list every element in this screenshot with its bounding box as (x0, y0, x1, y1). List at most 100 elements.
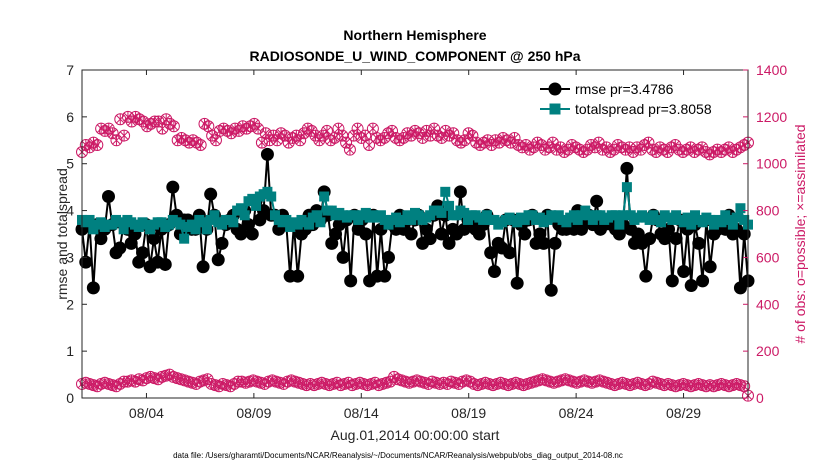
x-tick-label: 08/19 (451, 405, 486, 421)
rmse-point (590, 194, 604, 208)
obs-possible-point (343, 143, 356, 156)
totalspread-point (266, 191, 277, 202)
totalspread-point (440, 186, 451, 197)
y-tick-label: 5 (66, 156, 74, 172)
y-tick-label: 6 (66, 109, 74, 125)
rmse-point (215, 236, 229, 250)
x-tick-label: 08/29 (666, 405, 701, 421)
y-right-tick-label: 400 (756, 296, 780, 312)
rmse-point (665, 274, 679, 288)
rmse-point (101, 190, 115, 204)
rmse-point (643, 232, 657, 246)
totalspread-point (304, 219, 315, 230)
footnote: data file: /Users/gharamti/Documents/NCA… (173, 451, 623, 460)
legend-box (535, 75, 742, 119)
rmse-point (245, 227, 259, 241)
rmse-point (211, 253, 225, 267)
obs-possible-point (91, 138, 104, 151)
rmse-point (737, 227, 751, 241)
rmse-point (336, 250, 350, 264)
obs-possible-point (363, 138, 376, 151)
x-tick-label: 08/04 (129, 405, 164, 421)
totalspread-point (311, 210, 322, 221)
chart-subtitle: RADIOSONDE_U_WIND_COMPONENT @ 250 hPa (249, 48, 580, 64)
axis-ticks-group: 0 1 2 3 4 5 6 7 0 200 400 600 800 1000 1200 1400 08/04 08… (66, 62, 787, 421)
y-right-tick-label: 800 (756, 203, 780, 219)
rmse-point (234, 227, 248, 241)
obs-assimilated-point (201, 373, 214, 386)
obs-possible-point (167, 120, 180, 133)
totalspread-point (444, 200, 455, 211)
totalspread-point (731, 212, 742, 223)
totalspread-point (247, 193, 258, 204)
rmse-point (79, 255, 93, 269)
totalspread-point (118, 224, 129, 235)
y-tick-label: 3 (66, 249, 74, 265)
obs-possible-point (669, 138, 682, 151)
totalspread-point (201, 224, 212, 235)
y-tick-label: 7 (66, 62, 74, 78)
y-axis-right-label: # of obs: o=possible; ×=assimilated (792, 124, 808, 343)
totalspread-point (251, 200, 262, 211)
obs-possible-point (106, 127, 119, 140)
obs-possible-point (160, 113, 173, 126)
rmse-point (147, 232, 161, 246)
rmse-point (692, 236, 706, 250)
totalspread-point (406, 214, 417, 225)
obs-possible-point (298, 127, 310, 140)
rmse-point (620, 161, 634, 175)
line-series-group (75, 147, 755, 297)
totalspread-point (235, 203, 246, 214)
obs-possible-point (642, 136, 655, 149)
obs-possible-point (278, 129, 291, 142)
rmse-point (484, 246, 498, 260)
legend: rmse pr=3.4786 totalspread pr=3.8058 (535, 75, 742, 119)
obs-possible-point (696, 141, 709, 154)
rmse-point (677, 264, 691, 278)
totalspread-point (209, 210, 220, 221)
rmse-point (113, 241, 127, 255)
legend-spread-marker (549, 103, 561, 115)
plot-frame (81, 69, 749, 399)
rmse-point (503, 246, 517, 260)
totalspread-point (735, 203, 746, 214)
x-tick-label: 08/14 (344, 405, 379, 421)
rmse-point (404, 227, 418, 241)
rmse-point (544, 283, 558, 297)
obs-possible-point (282, 136, 295, 149)
totalspread-point (190, 224, 201, 235)
rmse-point (518, 227, 532, 241)
legend-rmse-label: rmse pr=3.4786 (575, 81, 674, 97)
rmse-point (442, 236, 456, 250)
totalspread-point (686, 219, 697, 230)
rmse-point (487, 264, 501, 278)
rmse-point (423, 232, 437, 246)
totalspread-point (716, 217, 727, 228)
y-right-tick-label: 1000 (756, 156, 787, 172)
y-tick-label: 0 (66, 390, 74, 406)
obs-possible-point (428, 122, 441, 135)
y-tick-label: 2 (66, 296, 74, 312)
totalspread-point (114, 217, 125, 228)
rmse-point (196, 260, 210, 274)
rmse-point (382, 250, 396, 264)
rmse-point (703, 260, 717, 274)
rmse-point (166, 180, 180, 194)
totalspread-point (459, 207, 470, 218)
x-axis-label: Aug.01,2014 00:00:00 start (331, 427, 500, 443)
obs-series-group (76, 110, 754, 402)
rmse-point (344, 274, 358, 288)
totalspread-point (319, 191, 330, 202)
rmse-point (204, 187, 218, 201)
legend-rmse-marker (548, 82, 562, 96)
rmse-point (696, 274, 710, 288)
y-tick-label: 1 (66, 343, 74, 359)
obs-possible-point (194, 138, 207, 151)
obs-possible-point (305, 124, 318, 137)
totalspread-point (655, 217, 666, 228)
obs-possible-point (248, 117, 261, 130)
rmse-point (260, 147, 274, 161)
rmse-point (453, 185, 467, 199)
rmse-point (684, 279, 698, 293)
